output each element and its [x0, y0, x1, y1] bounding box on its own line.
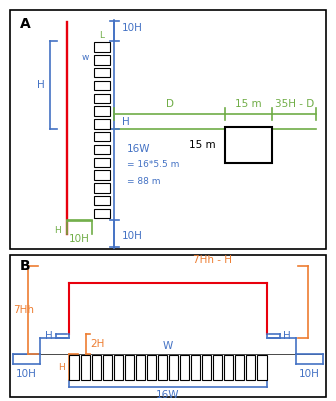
Text: = 88 m: = 88 m: [127, 177, 161, 186]
Text: 16W: 16W: [127, 144, 151, 154]
Text: w: w: [82, 53, 89, 62]
Text: 10H: 10H: [16, 369, 37, 379]
Bar: [224, 355, 234, 380]
Text: 10H: 10H: [122, 231, 143, 241]
Bar: [257, 355, 266, 380]
Bar: [180, 355, 189, 380]
Bar: [114, 355, 123, 380]
Bar: [70, 355, 79, 380]
Bar: [94, 145, 110, 154]
Bar: [213, 355, 222, 380]
Bar: [125, 355, 134, 380]
Text: H: H: [122, 117, 130, 127]
Bar: [94, 119, 110, 129]
Text: D: D: [166, 99, 174, 109]
Bar: [94, 68, 110, 77]
Text: 7Hh - H: 7Hh - H: [193, 255, 232, 265]
Text: 10H: 10H: [122, 23, 143, 33]
Text: H: H: [283, 331, 291, 341]
Bar: [246, 355, 255, 380]
Text: 15 m: 15 m: [235, 99, 262, 109]
Bar: [94, 81, 110, 90]
Bar: [94, 132, 110, 142]
Text: 35H - D: 35H - D: [275, 99, 314, 109]
Text: = 16*5.5 m: = 16*5.5 m: [127, 160, 179, 169]
Text: A: A: [19, 17, 30, 31]
Text: W: W: [163, 341, 173, 351]
Bar: [94, 93, 110, 103]
Text: 16W: 16W: [156, 390, 180, 400]
Bar: [102, 355, 112, 380]
Text: H: H: [45, 331, 53, 341]
Bar: [147, 355, 156, 380]
Bar: [92, 355, 101, 380]
Text: 7Hh: 7Hh: [13, 305, 34, 315]
Text: B: B: [19, 259, 30, 273]
Bar: [169, 355, 178, 380]
Bar: [94, 158, 110, 167]
Bar: [235, 355, 244, 380]
Text: H: H: [58, 363, 65, 372]
Bar: [94, 55, 110, 65]
Text: H: H: [54, 226, 61, 235]
Bar: [136, 355, 145, 380]
Bar: [225, 127, 272, 163]
Text: H: H: [37, 80, 45, 90]
Bar: [158, 355, 167, 380]
Bar: [94, 209, 110, 218]
Text: L: L: [99, 31, 104, 40]
Text: 10H: 10H: [299, 369, 320, 379]
Bar: [202, 355, 211, 380]
Bar: [191, 355, 200, 380]
Text: 15 m: 15 m: [189, 140, 215, 150]
Bar: [94, 43, 110, 52]
Bar: [94, 170, 110, 180]
Bar: [94, 183, 110, 192]
Bar: [94, 196, 110, 205]
Text: 2H: 2H: [91, 339, 105, 349]
Bar: [81, 355, 90, 380]
Bar: [94, 106, 110, 116]
Text: 10H: 10H: [69, 234, 90, 244]
